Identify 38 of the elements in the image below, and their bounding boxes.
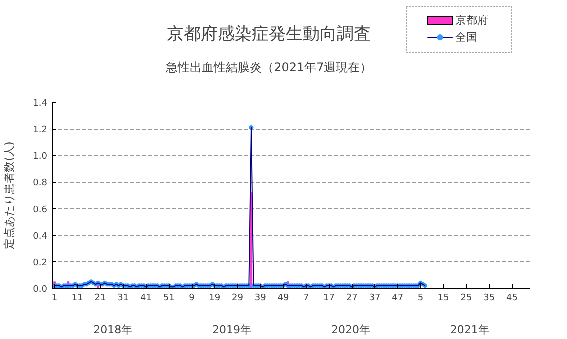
x-tick-label: 29 bbox=[232, 294, 244, 304]
chart-subtitle: 急性出血性結膜炎（2021年7週現在） bbox=[165, 60, 372, 74]
y-tick-label: 0.8 bbox=[33, 178, 48, 189]
legend-label: 京都府 bbox=[455, 14, 488, 27]
y-tick-label: 0.0 bbox=[33, 285, 48, 295]
x-tick-label: 41 bbox=[140, 294, 152, 304]
y-tick-label: 0.4 bbox=[33, 232, 48, 242]
x-tick-label: 51 bbox=[163, 294, 175, 304]
chart-title: 京都府感染症発生動向調査 bbox=[167, 24, 372, 44]
x-tick-label: 31 bbox=[118, 294, 130, 304]
y-tick-label: 1.4 bbox=[33, 99, 48, 109]
x-tick-label: 21 bbox=[94, 294, 106, 304]
legend-label: 全国 bbox=[455, 31, 478, 44]
x-tick-label: 17 bbox=[324, 294, 335, 304]
x-tick-label: 19 bbox=[209, 294, 221, 304]
y-axis-title: 定点あたり患者数(人) bbox=[3, 142, 16, 250]
y-tick-label: 0.2 bbox=[33, 258, 48, 268]
text: 2021年 bbox=[450, 324, 490, 336]
x-tick-label: 9 bbox=[189, 294, 196, 304]
text: 2018年 bbox=[94, 324, 133, 336]
text: 2019年 bbox=[212, 324, 252, 336]
x-tick-label: 45 bbox=[506, 294, 518, 304]
y-tick-label: 1.2 bbox=[33, 126, 48, 136]
x-tick-label: 47 bbox=[392, 294, 404, 304]
x-tick-label: 1 bbox=[52, 294, 58, 304]
y-tick-label: 0.6 bbox=[33, 205, 48, 216]
text: 2020年 bbox=[331, 324, 370, 336]
y-tick-label: 1.0 bbox=[33, 152, 48, 162]
x-tick-label: 11 bbox=[72, 294, 84, 304]
x-tick-label: 25 bbox=[460, 294, 472, 304]
x-tick-label: 39 bbox=[254, 294, 267, 304]
x-tick-label: 35 bbox=[484, 294, 496, 304]
x-tick-label: 7 bbox=[304, 294, 310, 304]
x-tick-label: 49 bbox=[278, 294, 290, 304]
x-tick-label: 15 bbox=[438, 294, 450, 304]
x-tick-label: 5 bbox=[418, 294, 424, 304]
x-tick-label: 27 bbox=[346, 294, 358, 304]
x-tick-label: 37 bbox=[369, 294, 381, 304]
